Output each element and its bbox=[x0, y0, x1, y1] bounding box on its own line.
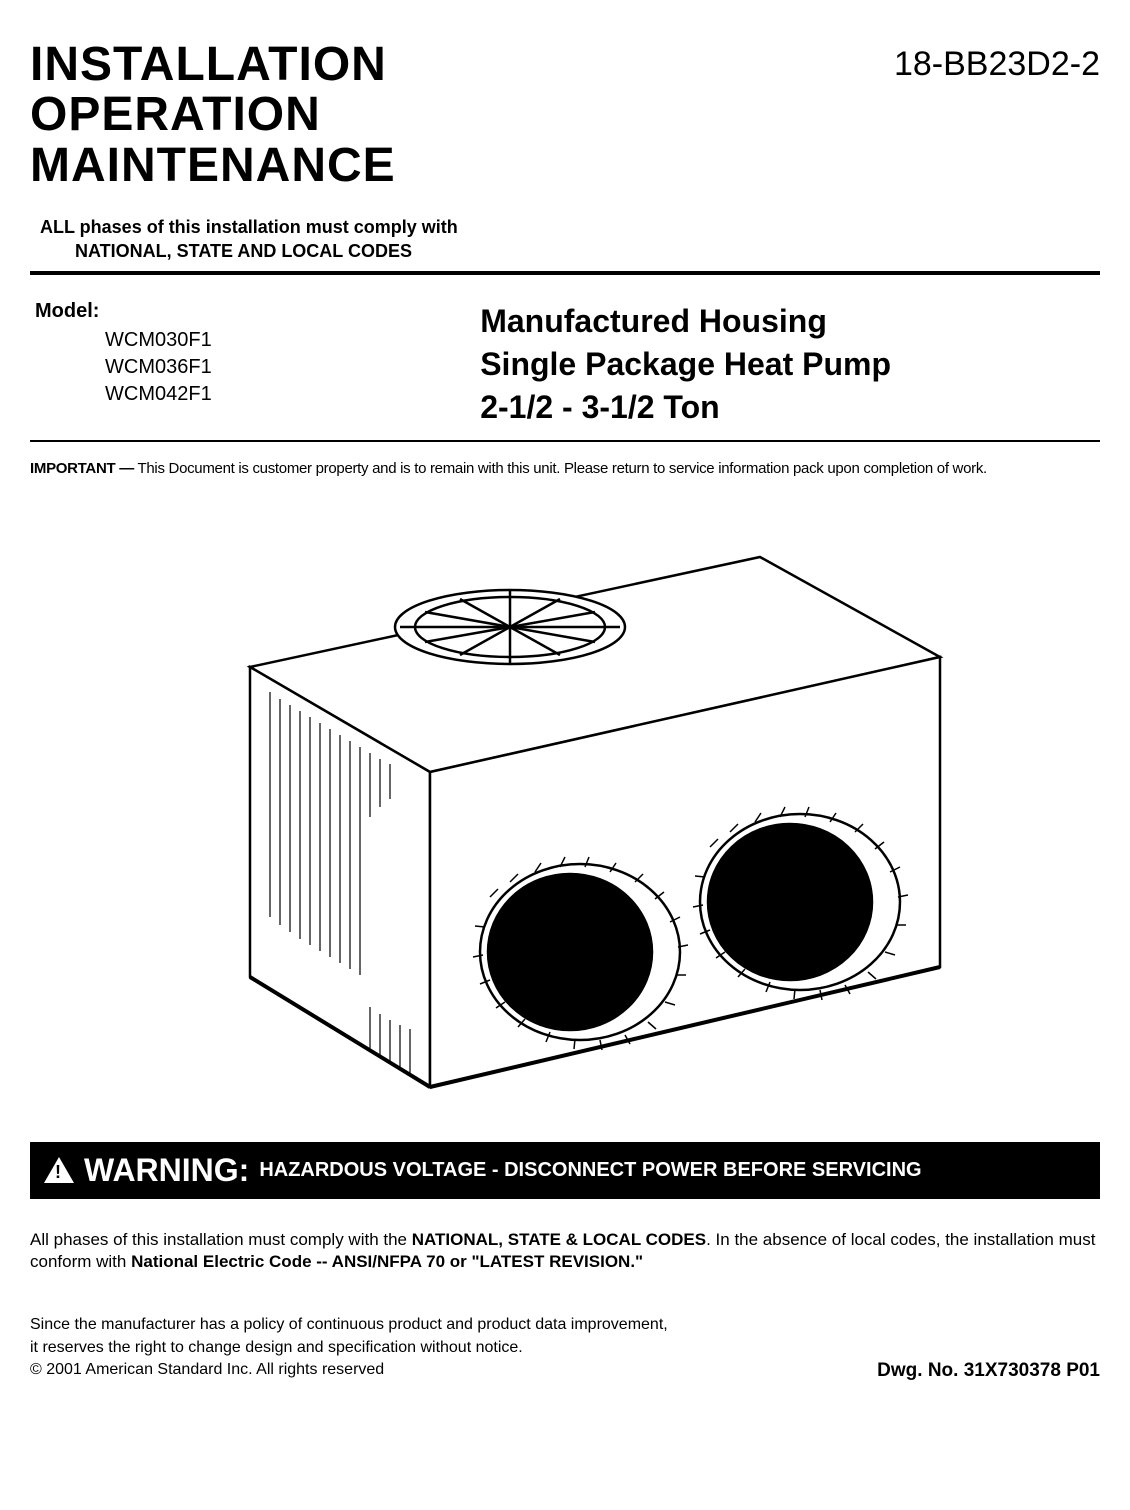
header-row: INSTALLATION OPERATION MAINTENANCE 18-BB… bbox=[30, 40, 1100, 191]
codes-bold-2: National Electric Code -- ANSI/NFPA 70 o… bbox=[131, 1252, 643, 1271]
model-label: Model: bbox=[35, 300, 406, 323]
important-text: This Document is customer property and i… bbox=[138, 460, 987, 477]
product-illustration bbox=[30, 527, 1100, 1102]
footer-policy-2: it reserves the right to change design a… bbox=[30, 1337, 668, 1359]
compliance-note: ALL phases of this installation must com… bbox=[40, 216, 1100, 263]
footer-left: Since the manufacturer has a policy of c… bbox=[30, 1314, 668, 1381]
footer-policy-1: Since the manufacturer has a policy of c… bbox=[30, 1314, 668, 1336]
divider-thin bbox=[30, 440, 1100, 442]
title-line-2: OPERATION bbox=[30, 90, 396, 140]
warning-bar: WARNING: HAZARDOUS VOLTAGE - DISCONNECT … bbox=[30, 1142, 1100, 1199]
title-line-3: MAINTENANCE bbox=[30, 141, 396, 191]
important-notice: IMPORTANT — This Document is customer pr… bbox=[30, 460, 1100, 477]
main-title: INSTALLATION OPERATION MAINTENANCE bbox=[30, 40, 396, 191]
title-line-1: INSTALLATION bbox=[30, 40, 396, 90]
codes-part-1: All phases of this installation must com… bbox=[30, 1230, 412, 1249]
codes-paragraph: All phases of this installation must com… bbox=[30, 1229, 1100, 1275]
desc-line-2: Single Package Heat Pump bbox=[480, 343, 1095, 386]
model-block: Model: WCM030F1 WCM036F1 WCM042F1 bbox=[35, 300, 406, 430]
footer-copyright: © 2001 American Standard Inc. All rights… bbox=[30, 1359, 668, 1381]
model-item: WCM036F1 bbox=[105, 354, 406, 381]
footer-block: Since the manufacturer has a policy of c… bbox=[30, 1314, 1100, 1381]
model-item: WCM042F1 bbox=[105, 381, 406, 408]
compliance-line-2: NATIONAL, STATE AND LOCAL CODES bbox=[75, 240, 1100, 263]
model-item: WCM030F1 bbox=[105, 327, 406, 354]
compliance-line-1: ALL phases of this installation must com… bbox=[40, 216, 1100, 239]
desc-line-1: Manufactured Housing bbox=[480, 300, 1095, 343]
drawing-number: Dwg. No. 31X730378 P01 bbox=[877, 1360, 1100, 1382]
codes-bold-1: NATIONAL, STATE & LOCAL CODES bbox=[412, 1230, 706, 1249]
warning-label: WARNING: bbox=[84, 1152, 249, 1189]
heat-pump-icon bbox=[140, 527, 990, 1097]
desc-line-3: 2-1/2 - 3-1/2 Ton bbox=[480, 386, 1095, 429]
warning-triangle-icon bbox=[44, 1157, 74, 1183]
product-description: Manufactured Housing Single Package Heat… bbox=[480, 300, 1095, 430]
meta-row: Model: WCM030F1 WCM036F1 WCM042F1 Manufa… bbox=[30, 300, 1100, 430]
document-number: 18-BB23D2-2 bbox=[894, 45, 1100, 84]
important-label: IMPORTANT — bbox=[30, 460, 134, 477]
model-list: WCM030F1 WCM036F1 WCM042F1 bbox=[105, 327, 406, 408]
divider-thick bbox=[30, 271, 1100, 275]
warning-text: HAZARDOUS VOLTAGE - DISCONNECT POWER BEF… bbox=[259, 1159, 921, 1182]
